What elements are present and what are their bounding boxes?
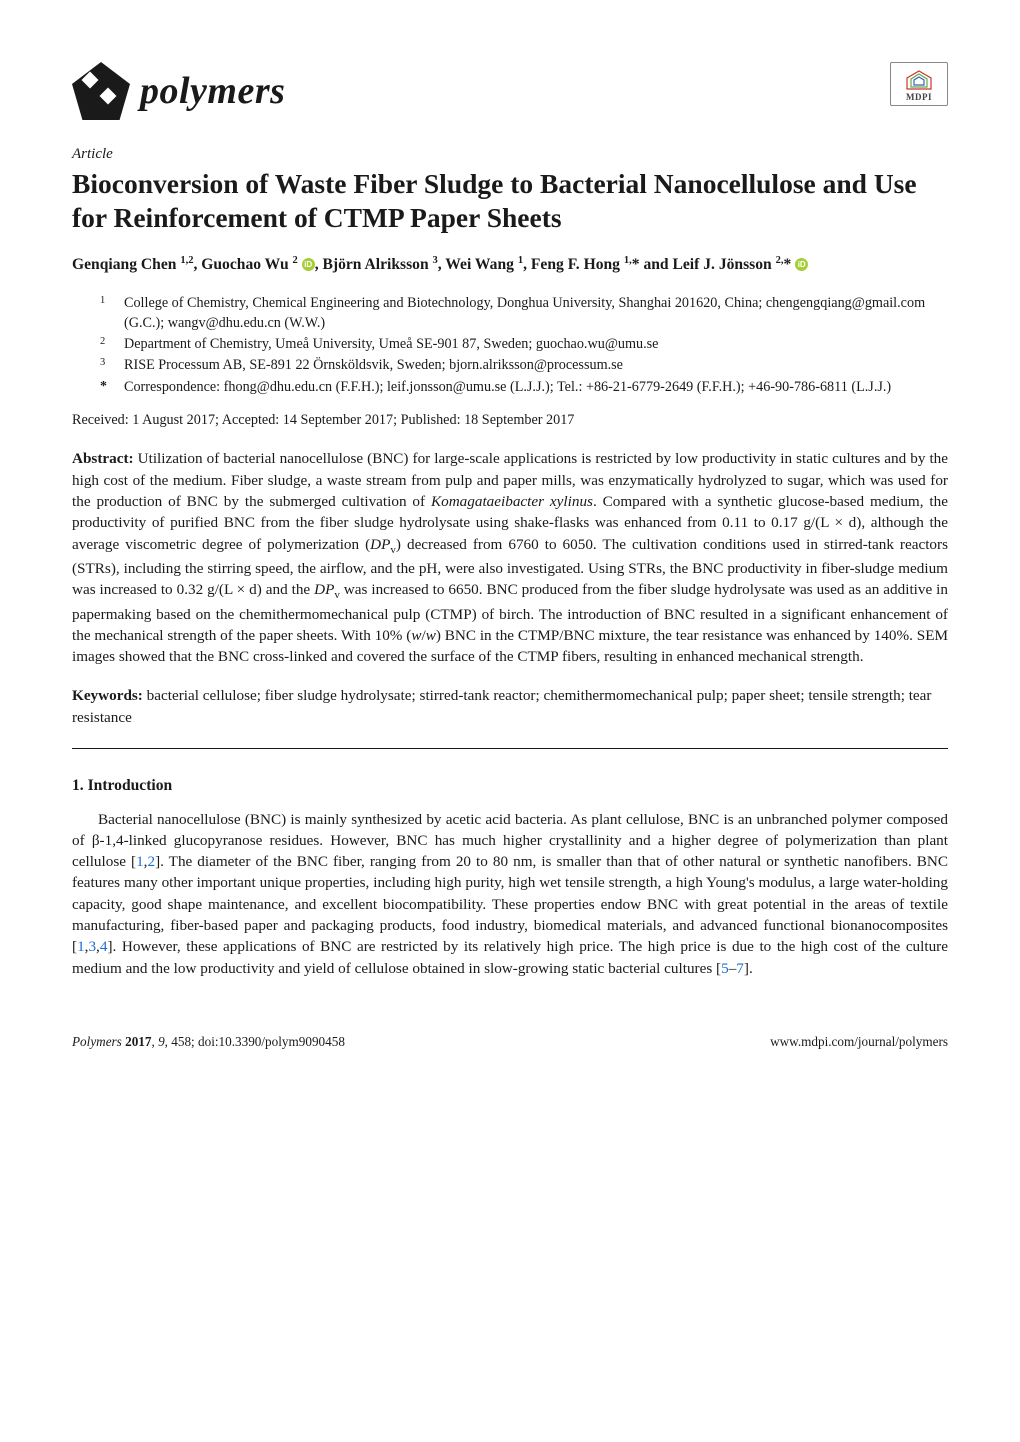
page-footer: Polymers 2017, 9, 458; doi:10.3390/polym… xyxy=(72,1033,948,1051)
abstract-text: Utilization of bacterial nanocellulose (… xyxy=(72,450,948,665)
journal-logo-mark-icon xyxy=(72,62,130,120)
affiliation-item: 2 Department of Chemistry, Umeå Universi… xyxy=(100,334,948,354)
correspondence-text: Correspondence: fhong@dhu.edu.cn (F.F.H.… xyxy=(124,377,891,397)
keywords-label: Keywords: xyxy=(72,687,143,704)
footer-year: 2017 xyxy=(125,1034,151,1049)
footer-journal: Polymers xyxy=(72,1034,122,1049)
page-header: polymers MDPI xyxy=(72,62,948,120)
affiliation-list: 1 College of Chemistry, Chemical Enginee… xyxy=(100,293,948,397)
correspondence-item: * Correspondence: fhong@dhu.edu.cn (F.F.… xyxy=(100,377,948,397)
journal-name: polymers xyxy=(140,65,285,117)
affiliation-marker: 3 xyxy=(100,355,124,375)
keywords-text: bacterial cellulose; fiber sludge hydrol… xyxy=(72,687,931,725)
section-heading-introduction: 1. Introduction xyxy=(72,775,948,797)
affiliation-marker: 1 xyxy=(100,293,124,333)
affiliation-item: 3 RISE Processum AB, SE-891 22 Örnskölds… xyxy=(100,355,948,375)
keywords-block: Keywords: bacterial cellulose; fiber slu… xyxy=(72,685,948,728)
footer-doi: doi:10.3390/polym9090458 xyxy=(198,1034,345,1049)
affiliation-text: College of Chemistry, Chemical Engineeri… xyxy=(124,293,948,333)
publisher-logo: MDPI xyxy=(890,62,948,106)
affiliation-marker: 2 xyxy=(100,334,124,354)
author-list: Genqiang Chen 1,2, Guochao Wu 2 , Björn … xyxy=(72,253,948,277)
orcid-icon xyxy=(795,258,808,271)
footer-citation: Polymers 2017, 9, 458; doi:10.3390/polym… xyxy=(72,1033,345,1051)
section-rule xyxy=(72,748,948,749)
journal-logo: polymers xyxy=(72,62,285,120)
footer-url: www.mdpi.com/journal/polymers xyxy=(770,1033,948,1051)
article-dates: Received: 1 August 2017; Accepted: 14 Se… xyxy=(72,411,948,431)
affiliation-text: Department of Chemistry, Umeå University… xyxy=(124,334,658,354)
footer-volume: 9 xyxy=(158,1034,165,1049)
publisher-mark-icon xyxy=(901,69,937,91)
affiliation-text: RISE Processum AB, SE-891 22 Örnsköldsvi… xyxy=(124,355,623,375)
abstract-block: Abstract: Utilization of bacterial nanoc… xyxy=(72,448,948,667)
article-type-label: Article xyxy=(72,144,948,165)
orcid-icon xyxy=(302,258,315,271)
article-title: Bioconversion of Waste Fiber Sludge to B… xyxy=(72,167,948,236)
affiliation-item: 1 College of Chemistry, Chemical Enginee… xyxy=(100,293,948,333)
publisher-abbrev: MDPI xyxy=(906,91,932,103)
abstract-label: Abstract: xyxy=(72,450,134,467)
introduction-paragraph: Bacterial nanocellulose (BNC) is mainly … xyxy=(72,809,948,979)
correspondence-marker: * xyxy=(100,377,124,397)
footer-page: 458 xyxy=(171,1034,191,1049)
